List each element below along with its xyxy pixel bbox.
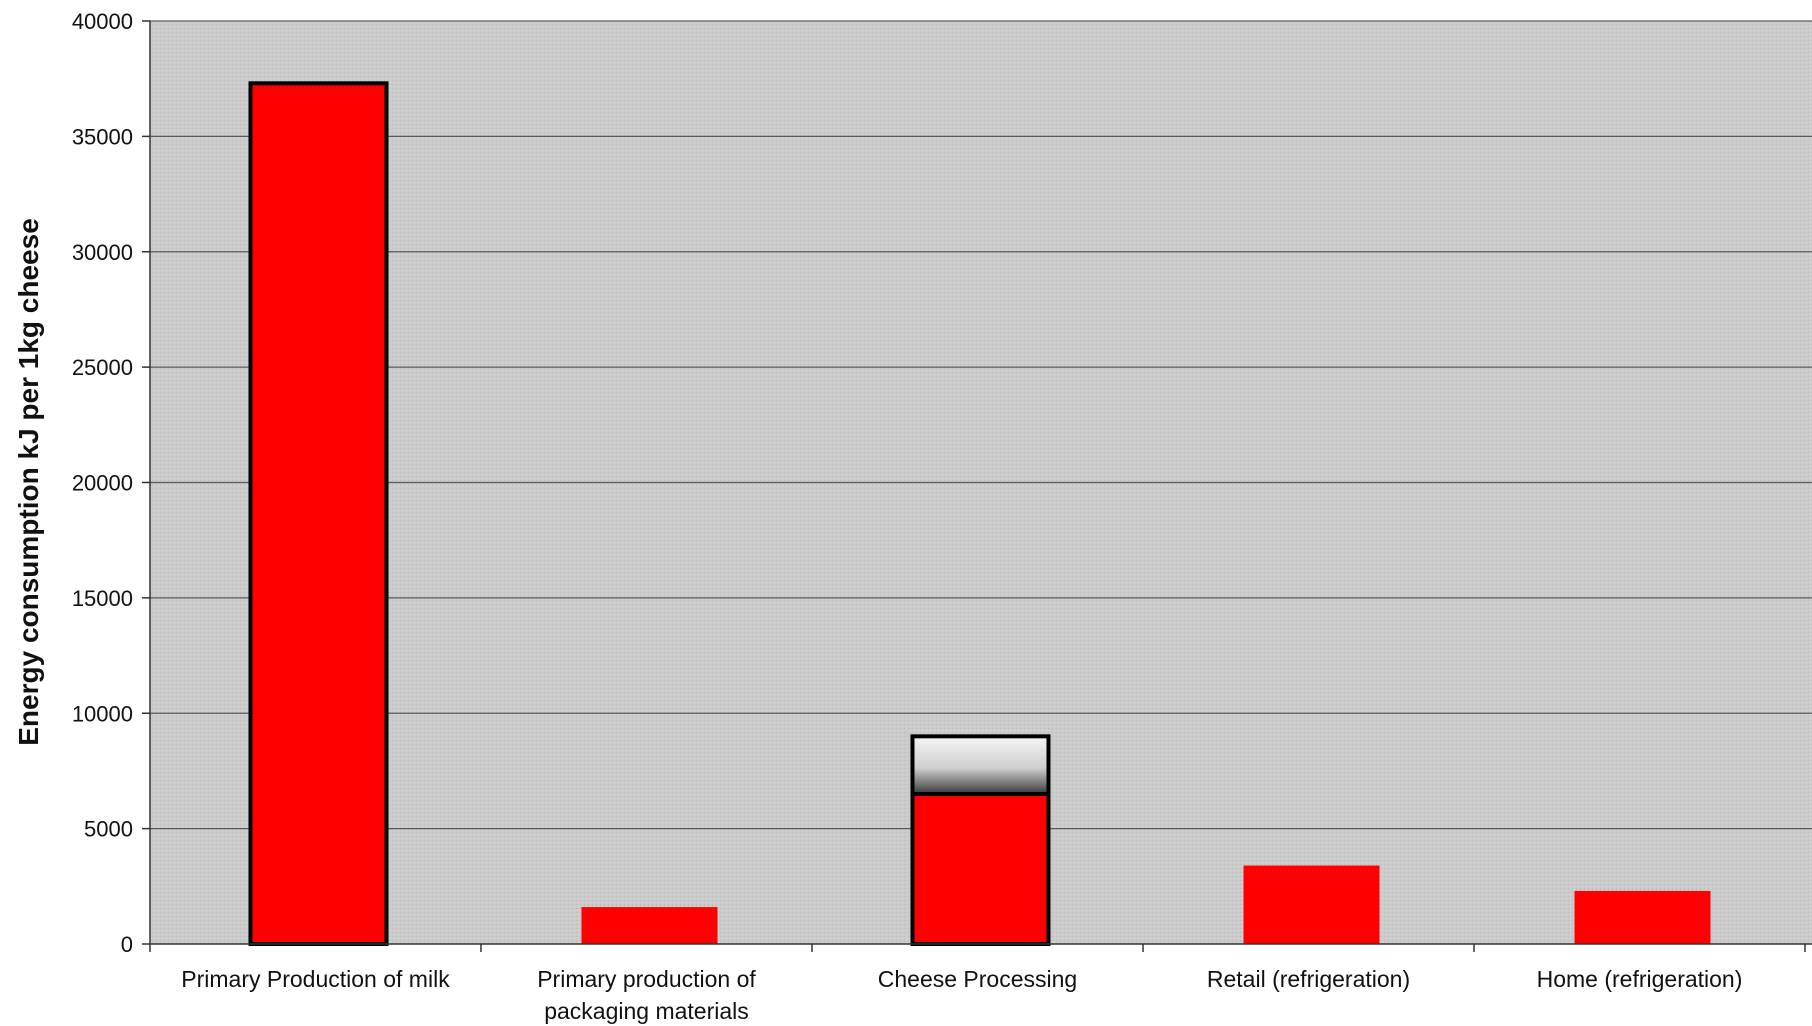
y-axis-title: Energy consumption kJ per 1kg cheese	[13, 218, 44, 746]
y-tick-label: 5000	[84, 817, 133, 842]
bar-2	[581, 907, 718, 944]
y-tick-label: 25000	[72, 355, 133, 380]
bar-1	[248, 81, 389, 947]
x-category-label-line: Primary Production of milk	[181, 966, 450, 992]
y-tick-label: 20000	[72, 471, 133, 496]
x-category-label: Home (refrigeration)	[1537, 966, 1743, 992]
y-tick-label: 40000	[72, 9, 133, 34]
x-category-label-line: packaging materials	[544, 998, 749, 1024]
x-category-label: Cheese Processing	[878, 966, 1077, 992]
bar-4	[1243, 865, 1380, 944]
bar-5	[1574, 890, 1711, 944]
x-category-label-line: Cheese Processing	[878, 966, 1077, 992]
bar-3	[910, 792, 1051, 947]
x-category-label: Retail (refrigeration)	[1207, 966, 1410, 992]
y-tick-label: 35000	[72, 124, 133, 149]
y-tick-label: 10000	[72, 701, 133, 726]
y-tick-label: 15000	[72, 586, 133, 611]
x-category-label-line: Home (refrigeration)	[1537, 966, 1743, 992]
x-category-label-line: Primary production of	[537, 966, 756, 992]
x-category-label-line: Retail (refrigeration)	[1207, 966, 1410, 992]
bar-3-top-segment	[910, 734, 1051, 797]
y-tick-label: 30000	[72, 240, 133, 265]
x-category-label: Primary production of packaging materials	[537, 966, 756, 1024]
y-tick-label: 0	[121, 932, 133, 957]
x-category-label: Primary Production of milk	[181, 966, 450, 992]
